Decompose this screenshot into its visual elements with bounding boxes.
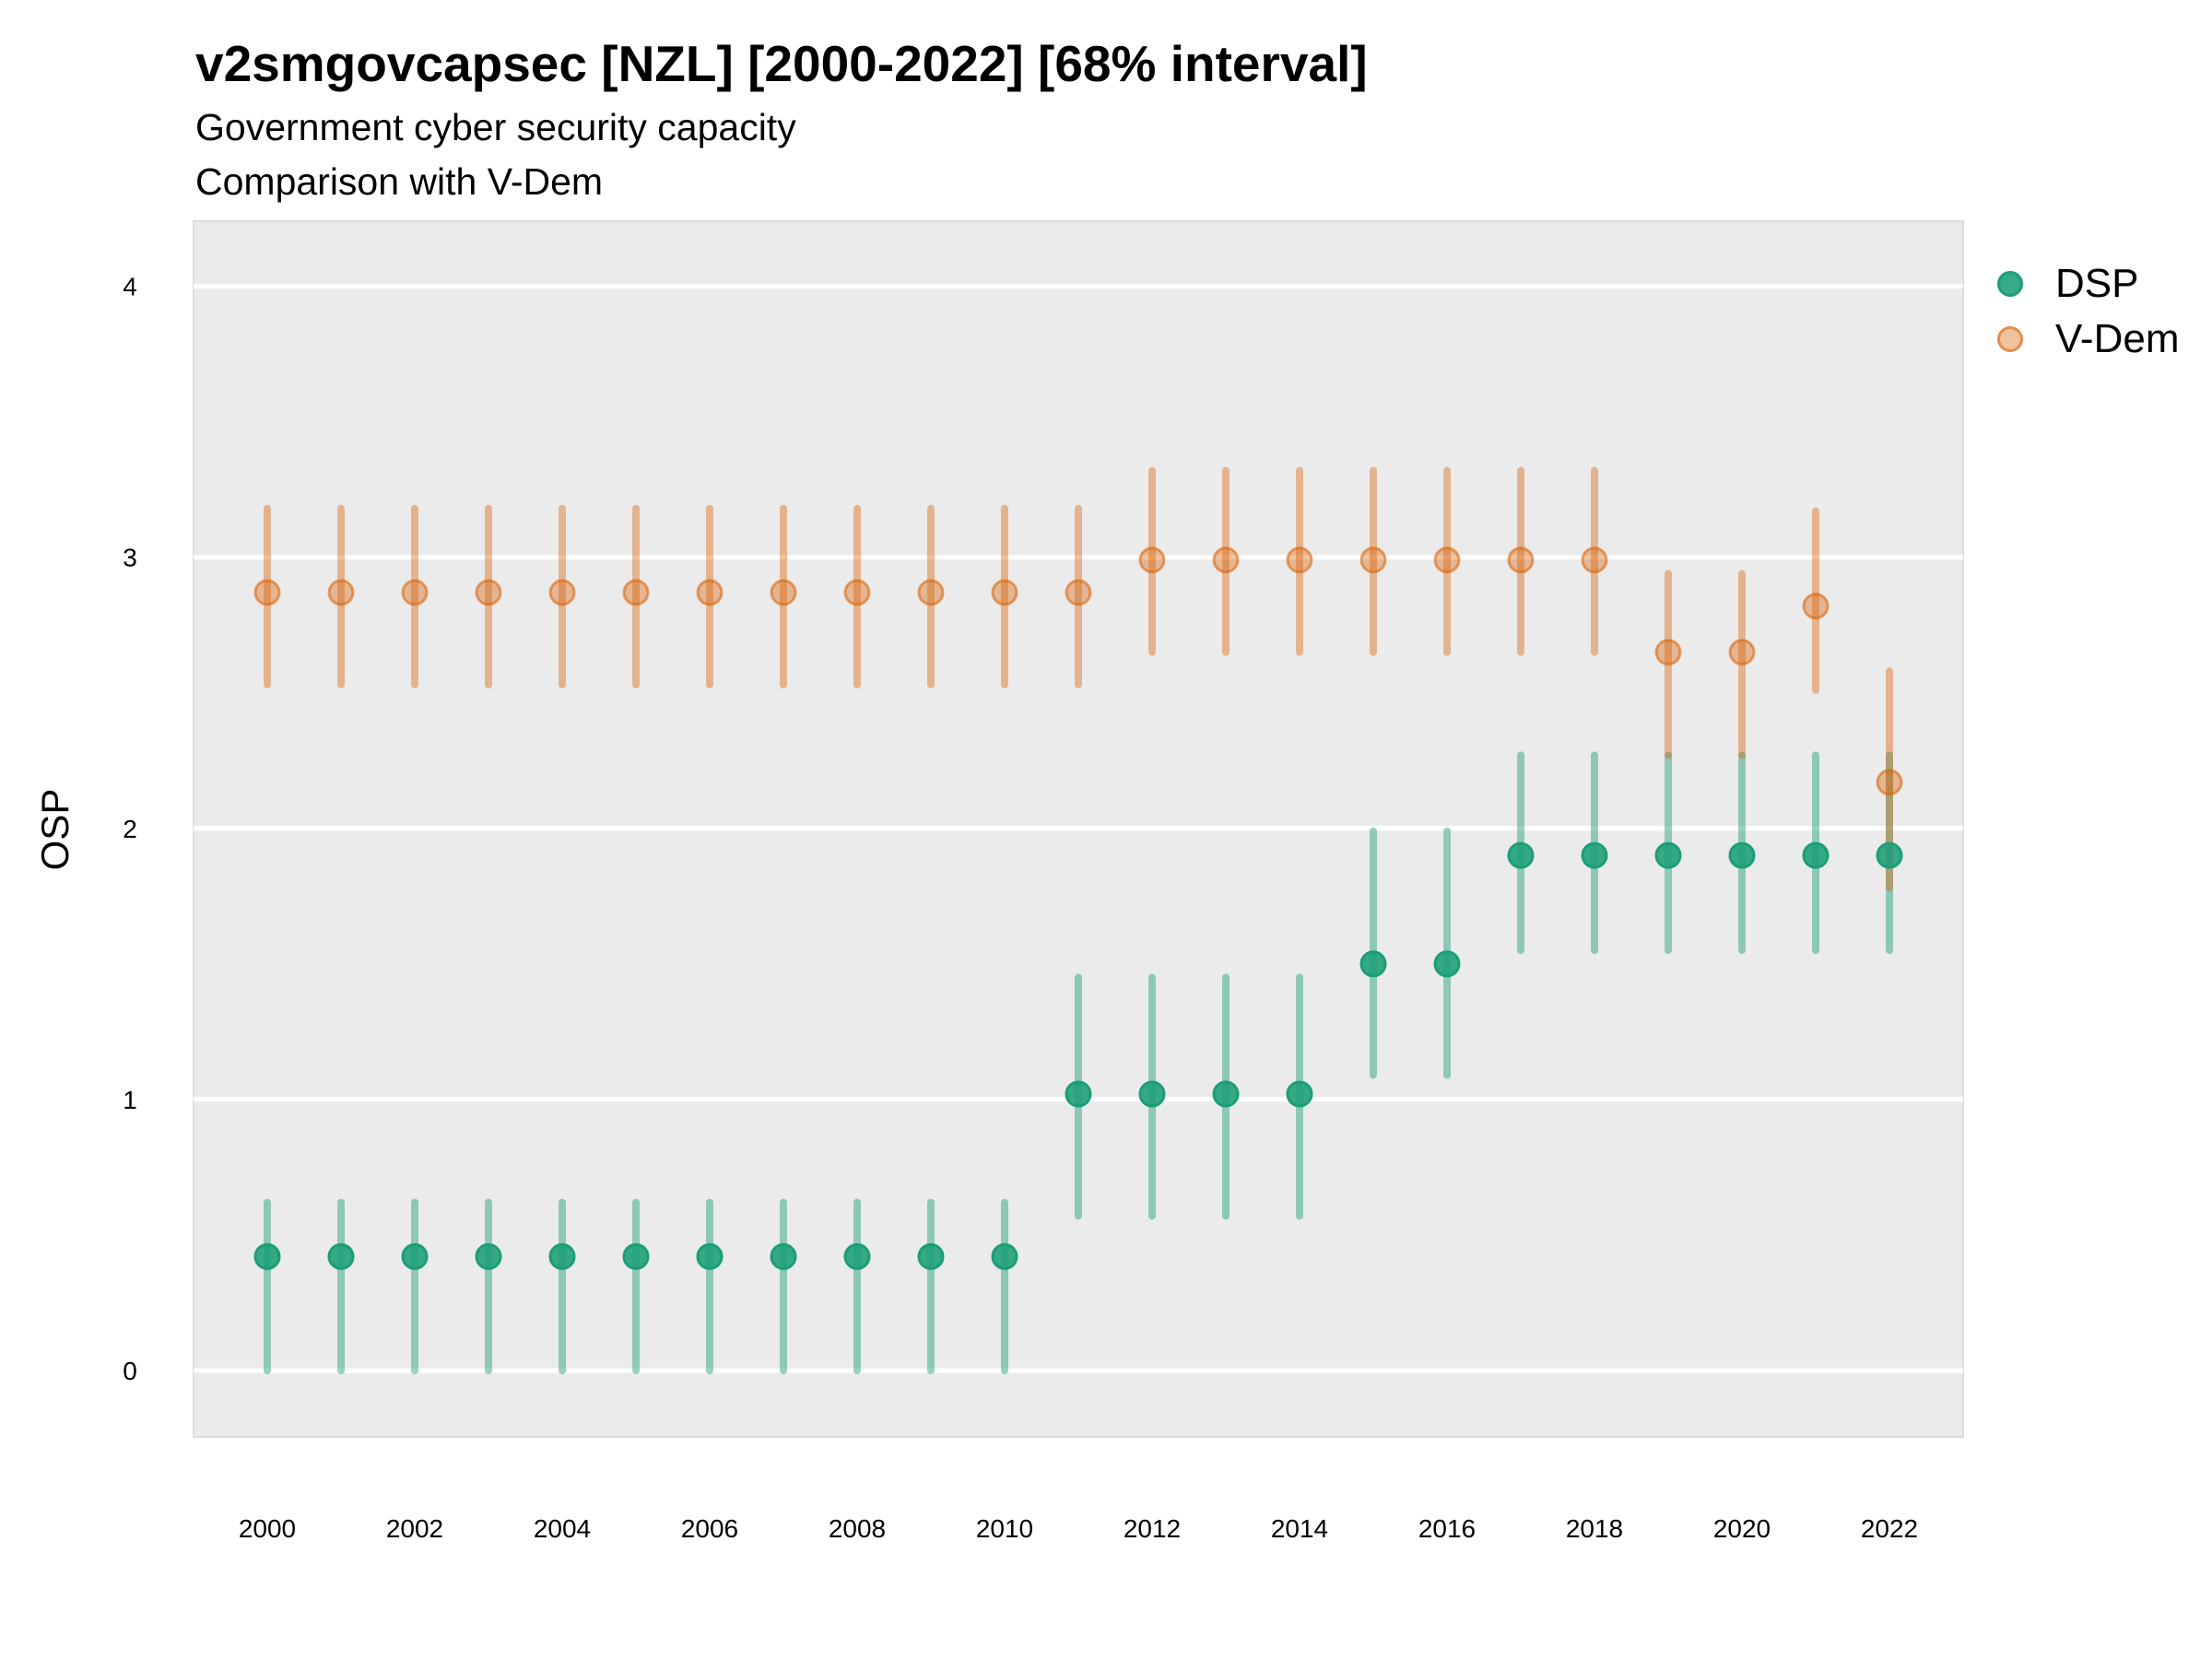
point-v-dem [1286, 547, 1313, 574]
y-axis-ticks: 0 1 2 3 4 [123, 273, 137, 1385]
legend-label-dsp: DSP [2055, 261, 2139, 306]
legend: DSP V-Dem [1991, 256, 2179, 367]
point-dsp [991, 1242, 1018, 1270]
point-dsp [1065, 1080, 1092, 1108]
point-dsp [1212, 1080, 1240, 1108]
point-v-dem [622, 579, 650, 606]
x-tick-label: 2012 [1124, 1514, 1181, 1543]
y-tick-label: 2 [123, 815, 137, 843]
x-tick-label: 2008 [829, 1514, 886, 1543]
x-tick-label: 2018 [1566, 1514, 1623, 1543]
point-dsp [1433, 950, 1461, 978]
point-v-dem [1654, 639, 1682, 666]
point-v-dem [770, 579, 797, 606]
x-axis-ticks: 2000 2002 2004 2006 2008 2010 2012 2014 2016 2018… [239, 1514, 1918, 1543]
point-dsp [1138, 1080, 1166, 1108]
point-dsp [327, 1242, 355, 1270]
point-dsp [253, 1242, 281, 1270]
point-v-dem [1138, 547, 1166, 574]
x-tick-label: 2000 [239, 1514, 296, 1543]
point-dsp [622, 1242, 650, 1270]
point-v-dem [917, 579, 945, 606]
y-tick-label: 0 [123, 1357, 137, 1385]
x-tick-label: 2014 [1271, 1514, 1328, 1543]
point-dsp [843, 1242, 871, 1270]
point-dsp [1581, 841, 1608, 869]
point-dsp [1507, 841, 1535, 869]
point-v-dem [548, 579, 576, 606]
data-marks [253, 466, 1903, 1374]
point-v-dem [1212, 547, 1240, 574]
legend-item-dsp: DSP [1991, 256, 2179, 312]
legend-item-vdem: V-Dem [1991, 312, 2179, 367]
y-tick-label: 3 [123, 544, 137, 572]
point-v-dem [1507, 547, 1535, 574]
point-dsp [696, 1242, 724, 1270]
chart-title: v2smgovcapsec [NZL] [2000-2022] [68% int… [195, 35, 1368, 92]
point-v-dem [843, 579, 871, 606]
x-tick-label: 2004 [534, 1514, 591, 1543]
point-v-dem [1728, 639, 1756, 666]
point-dsp [1654, 841, 1682, 869]
point-v-dem [1802, 593, 1830, 620]
point-v-dem [327, 579, 355, 606]
x-tick-label: 2016 [1418, 1514, 1476, 1543]
point-v-dem [1876, 769, 1903, 796]
point-dsp [1876, 841, 1903, 869]
point-v-dem [401, 579, 429, 606]
point-v-dem [253, 579, 281, 606]
x-tick-label: 2020 [1713, 1514, 1771, 1543]
point-v-dem [991, 579, 1018, 606]
x-tick-label: 2022 [1861, 1514, 1918, 1543]
point-dsp [548, 1242, 576, 1270]
point-dsp [917, 1242, 945, 1270]
point-v-dem [475, 579, 502, 606]
point-dsp [475, 1242, 502, 1270]
y-tick-label: 1 [123, 1086, 137, 1114]
point-v-dem [1433, 547, 1461, 574]
point-dsp [1802, 841, 1830, 869]
vdem-marker-icon [1997, 326, 2023, 352]
point-dsp [1728, 841, 1756, 869]
point-v-dem [696, 579, 724, 606]
x-tick-label: 2002 [386, 1514, 443, 1543]
legend-label-vdem: V-Dem [2055, 316, 2180, 361]
point-dsp [1359, 950, 1387, 978]
point-dsp [1286, 1080, 1313, 1108]
chart-subtitle: Government cyber security capacity [195, 106, 796, 148]
chart-subtitle-comparison: Comparison with V-Dem [195, 160, 604, 203]
y-tick-label: 4 [123, 273, 137, 301]
point-dsp [401, 1242, 429, 1270]
point-v-dem [1581, 547, 1608, 574]
x-tick-label: 2010 [976, 1514, 1033, 1543]
point-v-dem [1359, 547, 1387, 574]
point-v-dem [1065, 579, 1092, 606]
dsp-marker-icon [1997, 271, 2023, 297]
point-dsp [770, 1242, 797, 1270]
x-tick-label: 2006 [681, 1514, 738, 1543]
